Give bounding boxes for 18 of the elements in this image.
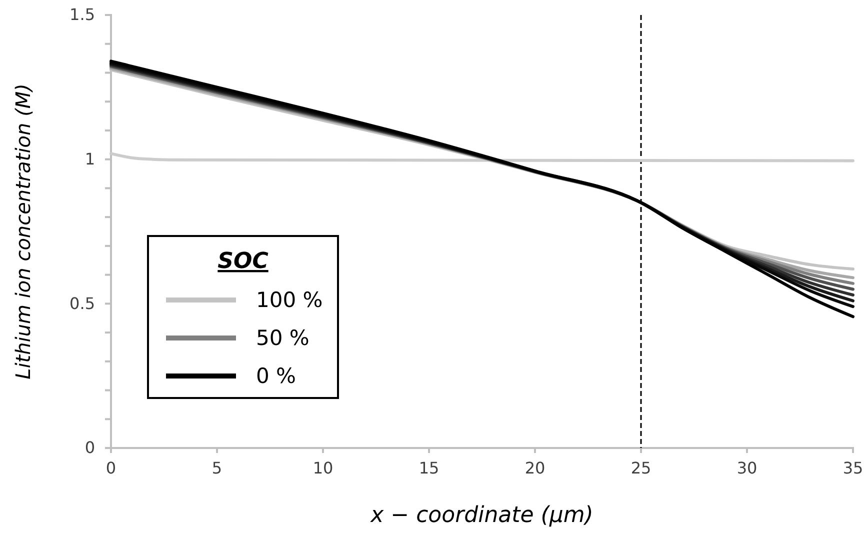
legend-label: 0 % — [256, 364, 296, 388]
y-tick-label: 1.5 — [70, 5, 95, 24]
x-tick-label: 30 — [736, 458, 758, 478]
legend-title: SOC — [218, 249, 268, 274]
y-tick-label: 1 — [84, 149, 95, 168]
x-tick-label: 35 — [842, 458, 864, 478]
y-tick-label: 0 — [84, 438, 95, 458]
y-tick-label: 0.5 — [70, 294, 95, 313]
x-axis-title: x − coordinate (μm) — [370, 503, 594, 528]
x-tick-label: 10 — [312, 458, 334, 478]
x-tick-label: 25 — [630, 458, 652, 478]
legend-label: 100 % — [256, 288, 323, 312]
x-tick-label: 0 — [106, 458, 116, 478]
y-axis-title: Lithium ion concentration (M) — [11, 84, 35, 380]
x-tick-label: 20 — [524, 458, 546, 478]
x-tick-label: 15 — [418, 458, 440, 478]
legend-label: 50 % — [256, 326, 310, 350]
x-tick-label: 5 — [212, 458, 222, 478]
